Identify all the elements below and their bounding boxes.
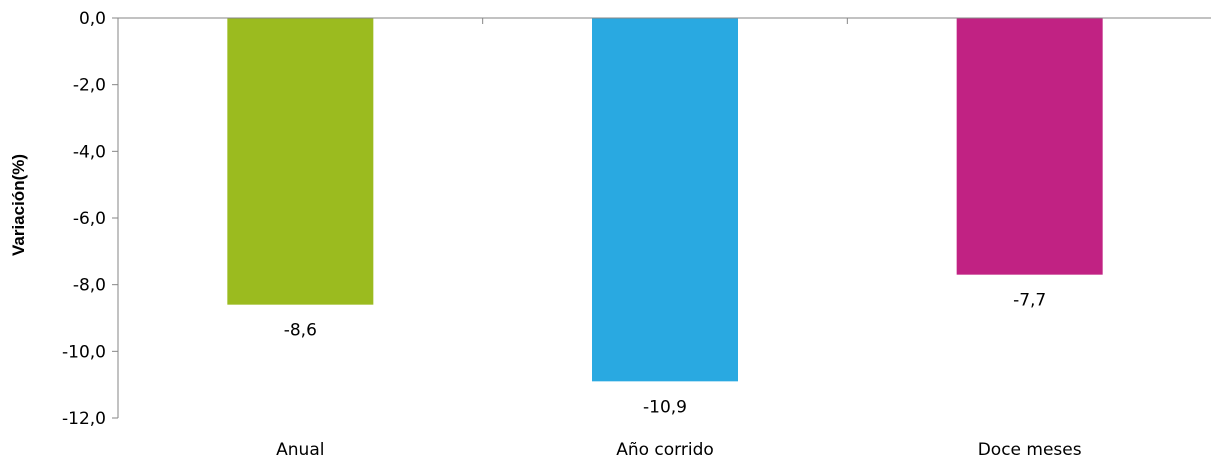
y-tick-label: -12,0 [62,409,106,429]
category-label-1: Anual [276,440,324,460]
data-label-3: -7,7 [1013,291,1046,311]
data-label-1: -8,6 [284,321,317,341]
data-label-2: -10,9 [643,397,687,417]
y-tick-label: 0,0 [79,9,106,29]
y-tick-label: -2,0 [73,76,106,96]
y-axis-ticks: 0,0 -2,0 -4,0 -6,0 -8,0 -10,0 -12,0 [62,9,118,429]
y-tick-label: -10,0 [62,342,106,362]
bars [227,18,1103,382]
y-tick-label: -8,0 [73,276,106,296]
bar-1 [227,18,374,305]
category-label-2: Año corrido [616,440,714,460]
bar-3 [956,18,1103,275]
bar-2 [592,18,738,382]
y-tick-label: -4,0 [73,142,106,162]
y-axis-title: Variación(%) [9,154,28,256]
labels: -8,6 Anual -10,9 Año corrido -7,7 Doce meses [276,291,1082,460]
category-label-3: Doce meses [978,440,1082,460]
axes [117,17,1211,418]
y-tick-label: -6,0 [73,209,106,229]
